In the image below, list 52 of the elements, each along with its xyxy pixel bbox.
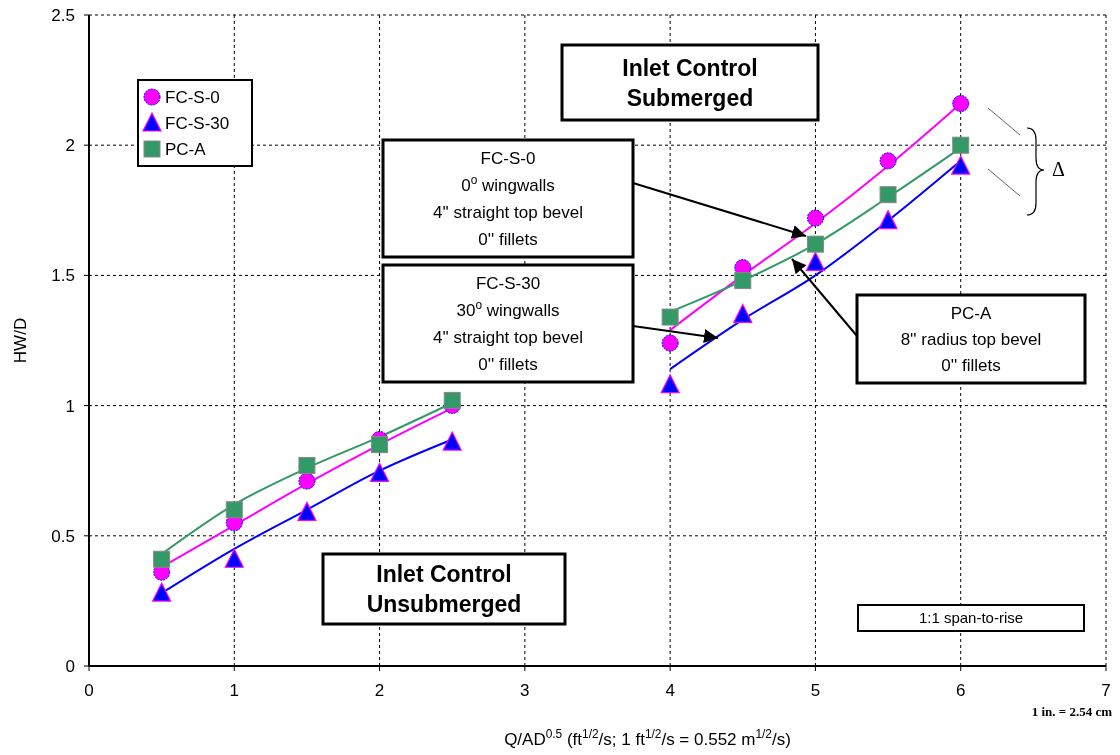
- y-tick-label: 0.5: [51, 526, 75, 546]
- point: [952, 95, 970, 113]
- point: [806, 235, 824, 253]
- point: [442, 431, 462, 451]
- point: [298, 472, 316, 490]
- y-tick-label: 2.5: [51, 6, 75, 25]
- y-tick-label: 1.5: [51, 266, 75, 286]
- legend-label: FC-S-0: [165, 88, 220, 107]
- point: [298, 456, 316, 474]
- point: [152, 582, 172, 602]
- point: [224, 548, 244, 568]
- x-tick-label: 4: [665, 681, 675, 700]
- point: [443, 391, 461, 409]
- point: [660, 374, 680, 394]
- point: [951, 155, 971, 175]
- annotation: Inlet Control Unsubmerged: [366, 561, 522, 618]
- text: Q/AD$^{0.5}$ (ft$^{1/2}$/s; 1 ft$^{1/2}$/s = 0.552 m$^{1/2}$/s): [504, 727, 791, 749]
- annotation: Δ: [1052, 158, 1065, 180]
- x-tick-label: 1: [229, 681, 240, 700]
- y-tick-label: 2: [65, 136, 75, 156]
- y-tick-label: 0: [65, 657, 75, 676]
- x-tick-label: 5: [810, 681, 821, 700]
- x-tick-label: 7: [1101, 681, 1111, 700]
- point: [734, 272, 752, 290]
- point: [225, 501, 243, 519]
- point: [297, 501, 317, 521]
- legend-label: FC-S-30: [165, 114, 230, 133]
- y-tick-label: 1: [65, 396, 75, 416]
- point: [878, 210, 898, 230]
- annotation: Inlet Control Submerged: [622, 54, 758, 111]
- point: [805, 251, 826, 271]
- text: 1 in. = 2.54 cm: [1031, 704, 1113, 719]
- point: [733, 303, 753, 324]
- annotation: 1:1 span-to-rise: [918, 609, 1024, 627]
- point: [369, 462, 390, 482]
- annotation: FC-S-0 0$^{o}$ wingwalls 4'' straight top bevel 0'' fillets: [432, 149, 584, 250]
- point: [661, 334, 679, 352]
- annotation: FC-S-30 30$^{o}$ wingwalls 4'' straight top bevel 0'' fillets: [432, 274, 584, 375]
- x-tick-label: 6: [955, 681, 966, 700]
- y-axis-title: HW/D: [11, 317, 30, 364]
- point: [371, 436, 389, 454]
- annotation: PC-A 8'' radius top bevel 0'' fillets: [900, 304, 1042, 376]
- point: [879, 186, 897, 204]
- x-tick-label: 2: [374, 681, 385, 700]
- point: [153, 550, 171, 568]
- point: [661, 308, 679, 326]
- x-tick-label: 3: [520, 681, 530, 700]
- x-tick-label: 0: [84, 681, 94, 700]
- legend-label: PC-A: [165, 140, 207, 159]
- point: [806, 209, 824, 227]
- point: [879, 152, 897, 170]
- point: [952, 136, 970, 154]
